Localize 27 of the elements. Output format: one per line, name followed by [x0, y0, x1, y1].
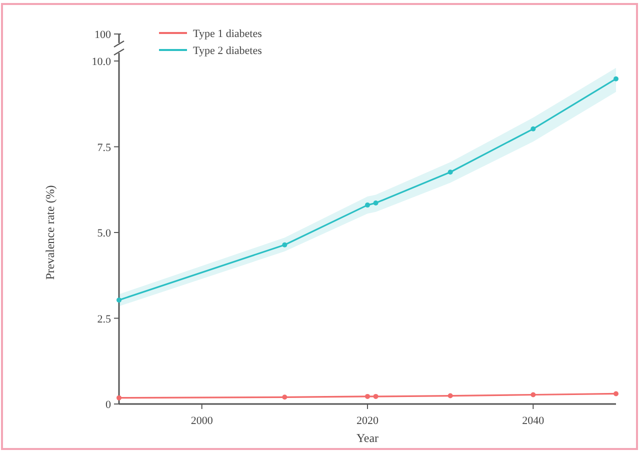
y-tick-label: 0 — [106, 399, 112, 411]
x-tick-label: 2020 — [356, 415, 379, 427]
text: 100 — [94, 29, 112, 41]
x-axis-title: Year — [356, 431, 379, 445]
point — [448, 170, 453, 175]
point — [365, 394, 370, 399]
x-tick-label: 2040 — [522, 415, 545, 427]
point — [365, 202, 370, 208]
point — [448, 393, 453, 398]
legend-label: Type 1 diabetes — [193, 28, 262, 40]
point — [282, 242, 288, 248]
y-tick-label: 2.5 — [97, 313, 112, 326]
legend-label: Type 2 diabetes — [193, 45, 262, 57]
y-tick-label: 10.0 — [92, 56, 112, 68]
point — [282, 394, 288, 400]
y-tick-label: 7.5 — [97, 142, 112, 154]
point — [373, 394, 378, 399]
point — [116, 298, 122, 303]
y-tick-label: 5.0 — [97, 228, 112, 240]
point — [530, 126, 536, 132]
point — [614, 391, 618, 396]
y-axis-title: Prevalence rate (%) — [43, 185, 57, 280]
point — [116, 395, 122, 400]
x-tick-label: 2000 — [190, 415, 214, 427]
point — [530, 392, 536, 398]
point — [614, 76, 618, 82]
point — [373, 200, 378, 206]
